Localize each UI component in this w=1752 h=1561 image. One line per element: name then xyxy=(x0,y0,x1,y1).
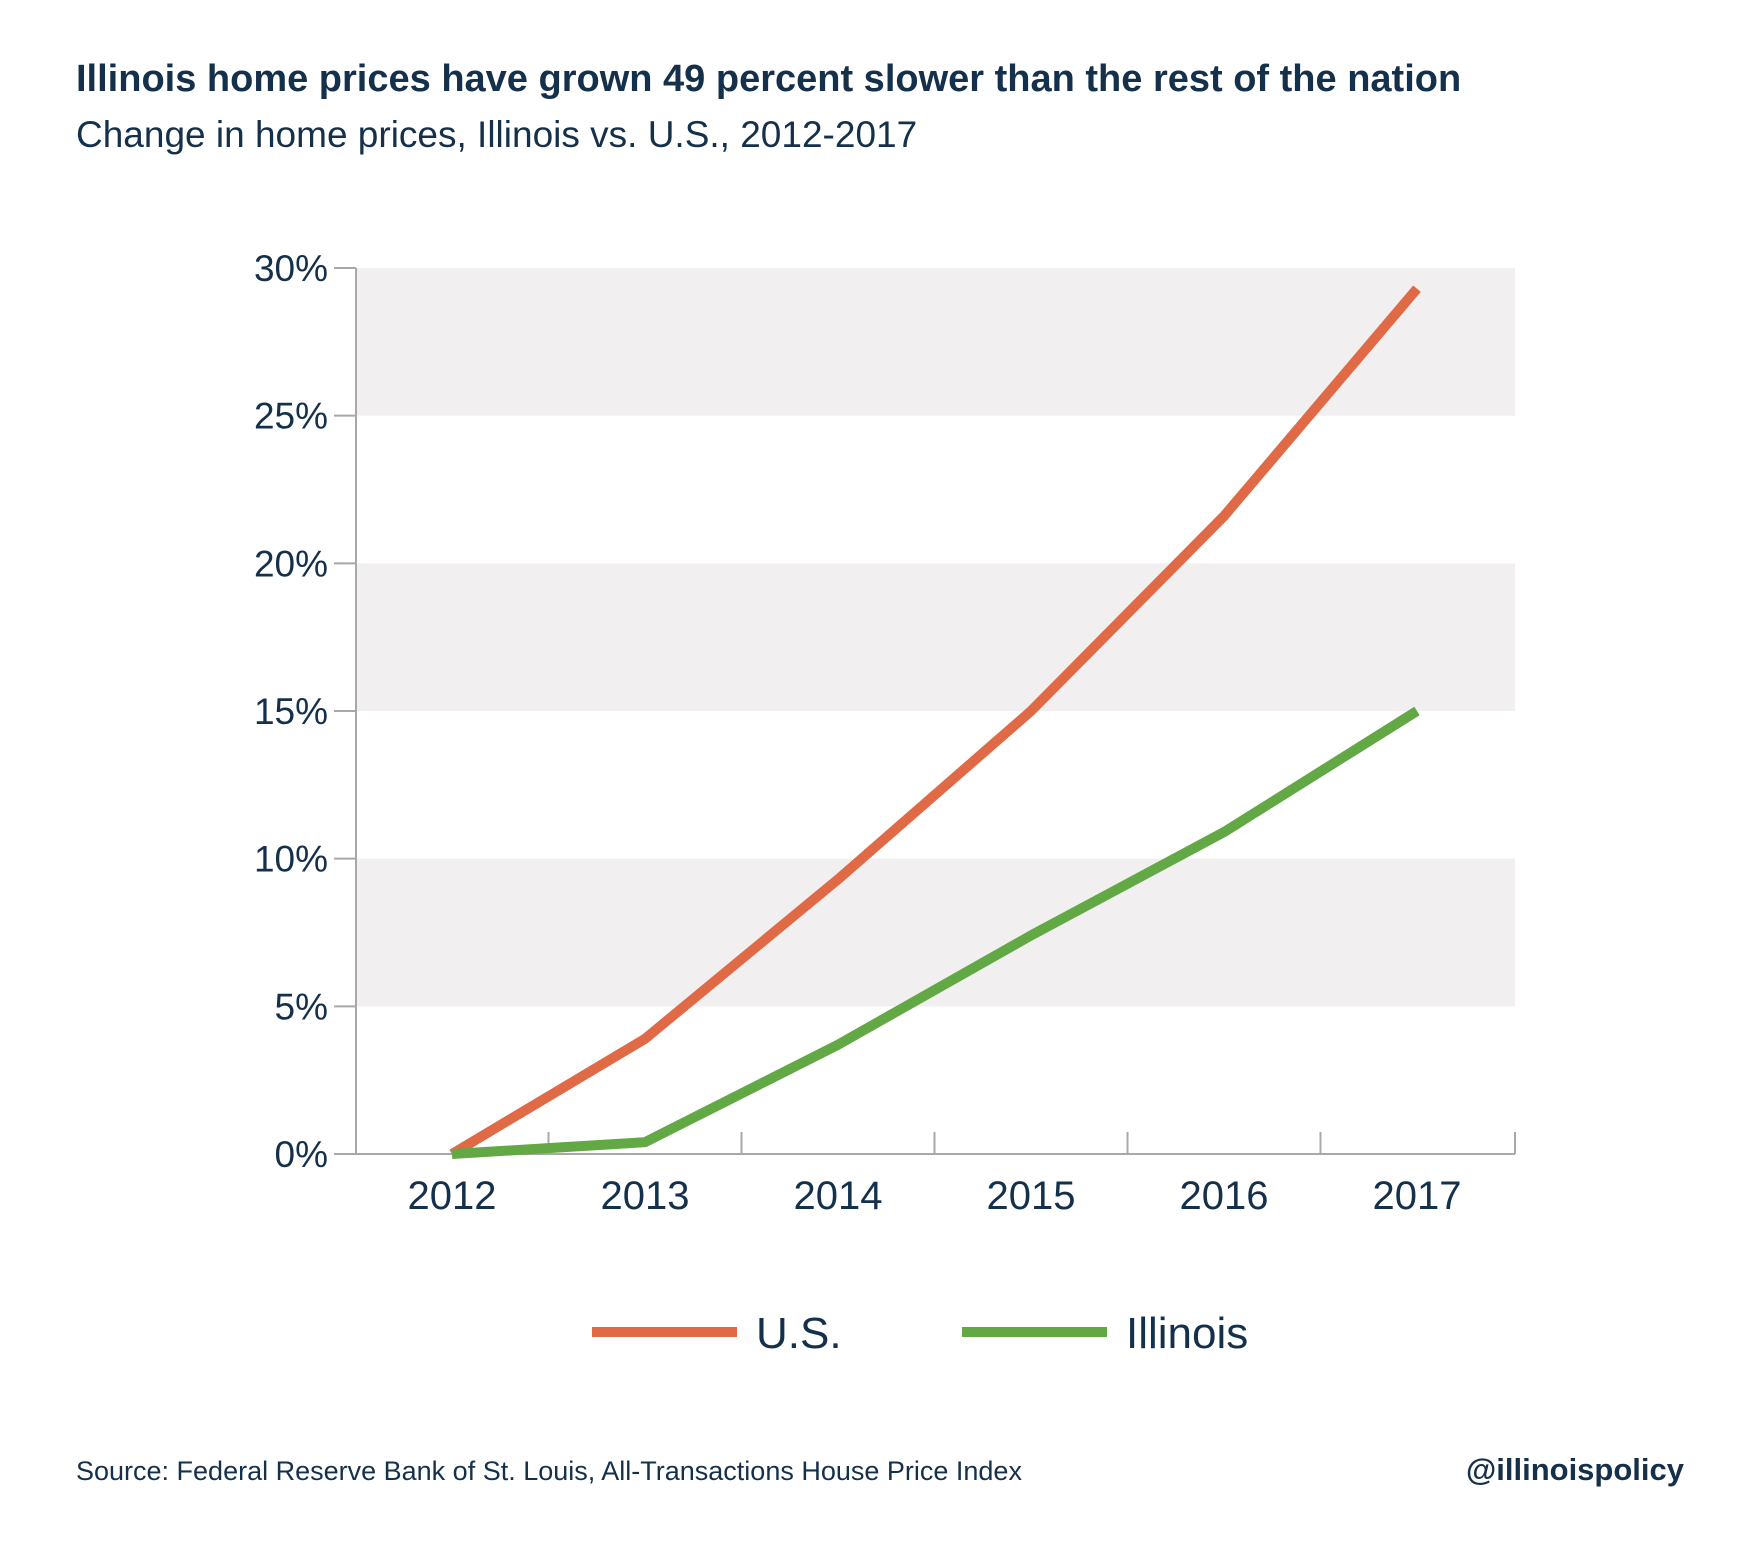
legend: U.S. Illinois xyxy=(592,1309,1248,1358)
x-tick-label: 2013 xyxy=(601,1174,690,1218)
y-tick-label: 5% xyxy=(275,986,328,1027)
x-tick-label: 2017 xyxy=(1373,1174,1462,1218)
y-tick-label: 30% xyxy=(254,248,328,289)
grid-band xyxy=(356,268,1515,416)
y-tick-label: 0% xyxy=(275,1134,328,1175)
legend-label: Illinois xyxy=(1126,1309,1248,1358)
y-tick-label: 20% xyxy=(254,543,328,584)
grid-bands xyxy=(356,268,1515,1007)
source-note: Source: Federal Reserve Bank of St. Loui… xyxy=(76,1456,1022,1486)
grid-band xyxy=(356,858,1515,1007)
x-tick-label: 2014 xyxy=(794,1174,883,1218)
x-tick-label: 2016 xyxy=(1180,1174,1269,1218)
series-line-illinois xyxy=(451,706,1420,1159)
chart-subtitle: Change in home prices, Illinois vs. U.S.… xyxy=(76,114,918,155)
y-tick-label: 10% xyxy=(254,839,328,880)
grid-band xyxy=(356,563,1515,711)
y-axis-ticks: 0% 5% 10% 15% 20% 25% 30% xyxy=(254,248,356,1175)
x-tick-label: 2012 xyxy=(408,1174,497,1218)
series-line-us xyxy=(449,285,1421,1159)
chart-title: Illinois home prices have grown 49 perce… xyxy=(76,58,1462,100)
x-axis-ticks: 2012 2013 2014 2015 2016 2017 xyxy=(408,1132,1516,1218)
social-handle: @illinoispolicy xyxy=(1466,1452,1684,1487)
x-tick-label: 2015 xyxy=(987,1174,1076,1218)
series-lines xyxy=(449,285,1421,1159)
legend-label: U.S. xyxy=(756,1309,842,1358)
y-tick-label: 15% xyxy=(254,691,328,732)
y-tick-label: 25% xyxy=(254,396,328,437)
